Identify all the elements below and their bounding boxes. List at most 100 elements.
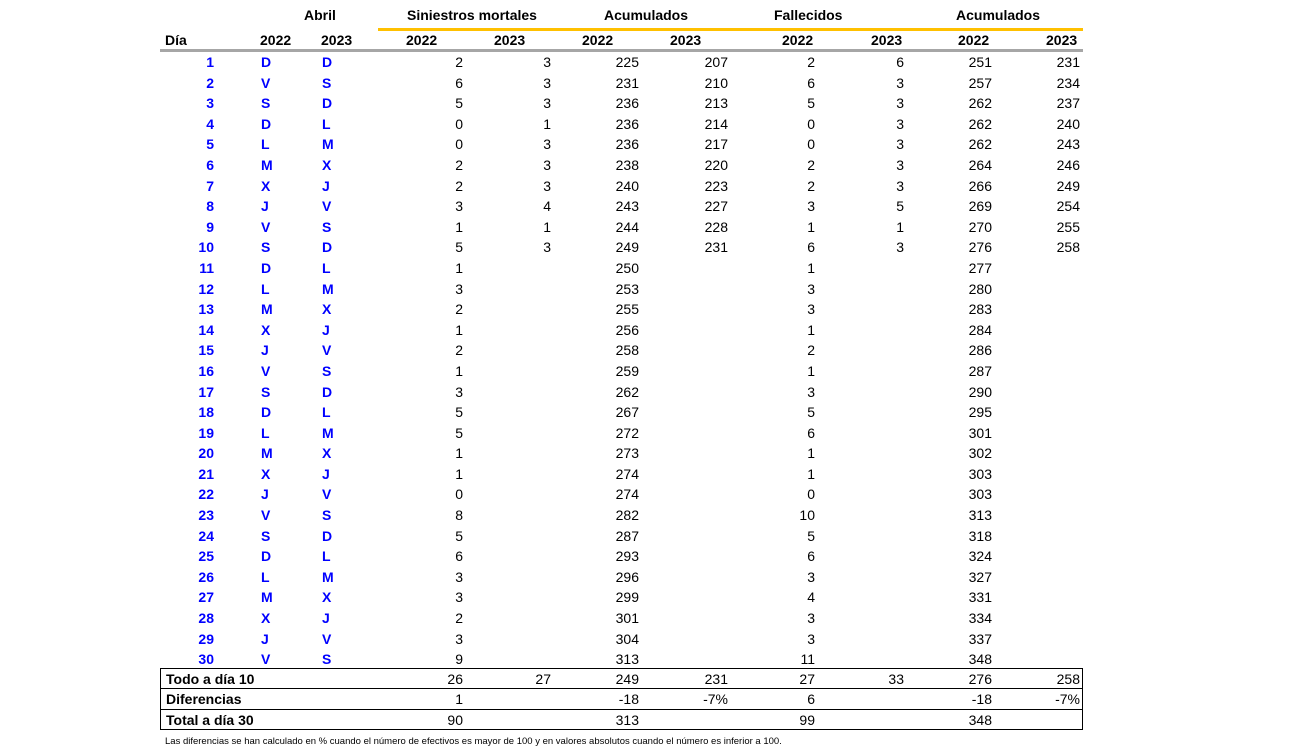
cell-d23: S — [322, 362, 332, 379]
table-row: 17 S D 3 262 3 290 — [160, 382, 1284, 403]
cell-d23: X — [322, 156, 332, 173]
table-row: 12 L M 3 253 3 280 — [160, 279, 1284, 300]
cell-s22: 3 — [455, 589, 463, 606]
cell-s22: 1 — [455, 465, 463, 482]
cell-f23: 6 — [896, 54, 904, 70]
cell-s22: 2 — [455, 177, 463, 194]
cell-fa22: 262 — [968, 115, 992, 132]
cell-s22: 1 — [455, 259, 463, 276]
cell-d23: D — [322, 95, 333, 112]
cell-d23: J — [322, 321, 330, 338]
cell-fa22: 270 — [968, 218, 992, 235]
summary-cell-a23: 231 — [704, 671, 728, 687]
cell-s22: 5 — [455, 239, 463, 256]
cell-a22: 272 — [615, 424, 639, 441]
table-row: 27 M X 3 299 4 331 — [160, 587, 1284, 608]
cell-dia: 14 — [198, 321, 214, 338]
header-rule — [160, 49, 1083, 52]
summary-row: Diferencias 1 -18 -7% 6 -18 -7% — [160, 689, 1284, 710]
table-row: 20 M X 1 273 1 302 — [160, 443, 1284, 464]
cell-d23: V — [322, 342, 332, 359]
cell-d23: L — [322, 115, 331, 132]
summary-cell-a22: -18 — [618, 691, 639, 707]
cell-a23: 227 — [704, 198, 728, 215]
summary-cell-s22: 1 — [455, 691, 463, 707]
summary-cell-a22: 249 — [615, 671, 639, 687]
header-month: Abril — [304, 7, 336, 23]
cell-dia: 6 — [206, 156, 214, 173]
cell-dia: 2 — [206, 74, 214, 91]
cell-s22: 2 — [455, 301, 463, 318]
table-body: 1 D D 2 3 225 207 2 6 251 231 2 V S 6 3 231 210 6 3 257 234 3 S… — [160, 52, 1284, 670]
cell-d22: M — [261, 301, 273, 318]
cell-f22: 2 — [807, 177, 815, 194]
cell-dia: 7 — [206, 177, 214, 194]
col-header-acum-2022: 2022 — [582, 32, 614, 48]
summary-row: Todo a día 10 26 27 249 231 27 33 276 258 — [160, 669, 1284, 690]
summary-cell-s23: 27 — [535, 671, 551, 687]
cell-a22: 293 — [615, 548, 639, 565]
cell-f22: 0 — [807, 486, 815, 503]
cell-d23: S — [322, 651, 332, 668]
cell-d23: S — [322, 218, 332, 235]
cell-d23: M — [322, 280, 334, 297]
cell-d23: X — [322, 589, 332, 606]
cell-a22: 255 — [615, 301, 639, 318]
cell-f23: 1 — [896, 218, 904, 235]
cell-s22: 1 — [455, 362, 463, 379]
cell-fa22: 337 — [968, 630, 992, 647]
cell-a22: 256 — [615, 321, 639, 338]
cell-a23: 214 — [704, 115, 728, 132]
cell-d23: M — [322, 568, 334, 585]
table-row: 30 V S 9 313 11 348 — [160, 649, 1284, 670]
table-row: 19 L M 5 272 6 301 — [160, 423, 1284, 444]
cell-d22: X — [261, 465, 271, 482]
table-row: 2 V S 6 3 231 210 6 3 257 234 — [160, 73, 1284, 94]
table-row: 4 D L 0 1 236 214 0 3 262 240 — [160, 114, 1284, 135]
table-row: 14 X J 1 256 1 284 — [160, 320, 1284, 341]
cell-a23: 213 — [704, 95, 728, 112]
summary-cell-a22: 313 — [615, 712, 639, 728]
cell-s23: 3 — [543, 177, 551, 194]
cell-d23: S — [322, 507, 332, 524]
cell-a23: 210 — [704, 74, 728, 91]
cell-dia: 18 — [198, 404, 214, 421]
cell-d23: V — [322, 486, 332, 503]
cell-fa22: 280 — [968, 280, 992, 297]
cell-f22: 3 — [807, 198, 815, 215]
cell-fa22: 277 — [968, 259, 992, 276]
cell-f22: 2 — [807, 54, 815, 70]
cell-d23: L — [322, 259, 331, 276]
cell-s22: 9 — [455, 651, 463, 668]
table-row: 21 X J 1 274 1 303 — [160, 464, 1284, 485]
table-row: 1 D D 2 3 225 207 2 6 251 231 — [160, 52, 1284, 73]
cell-f23: 3 — [896, 239, 904, 256]
cell-dia: 5 — [206, 136, 214, 153]
cell-f22: 3 — [807, 630, 815, 647]
cell-f22: 4 — [807, 589, 815, 606]
cell-s23: 3 — [543, 74, 551, 91]
cell-d23: M — [322, 424, 334, 441]
summary-box — [160, 668, 1083, 730]
cell-fa23: 258 — [1056, 239, 1080, 256]
cell-f22: 1 — [807, 445, 815, 462]
cell-dia: 20 — [198, 445, 214, 462]
cell-a22: 301 — [615, 610, 639, 627]
cell-fa22: 334 — [968, 610, 992, 627]
cell-f23: 3 — [896, 115, 904, 132]
cell-dia: 26 — [198, 568, 214, 585]
table-row: 9 V S 1 1 244 228 1 1 270 255 — [160, 217, 1284, 238]
cell-s22: 3 — [455, 198, 463, 215]
cell-dia: 28 — [198, 610, 214, 627]
cell-s22: 1 — [455, 218, 463, 235]
cell-f22: 5 — [807, 95, 815, 112]
cell-s22: 1 — [455, 445, 463, 462]
cell-dia: 12 — [198, 280, 214, 297]
cell-d22: M — [261, 589, 273, 606]
cell-d22: L — [261, 136, 270, 153]
cell-s22: 5 — [455, 95, 463, 112]
summary-label: Total a día 30 — [166, 712, 254, 728]
cell-a22: 238 — [615, 156, 639, 173]
cell-d23: J — [322, 465, 330, 482]
cell-f22: 6 — [807, 548, 815, 565]
